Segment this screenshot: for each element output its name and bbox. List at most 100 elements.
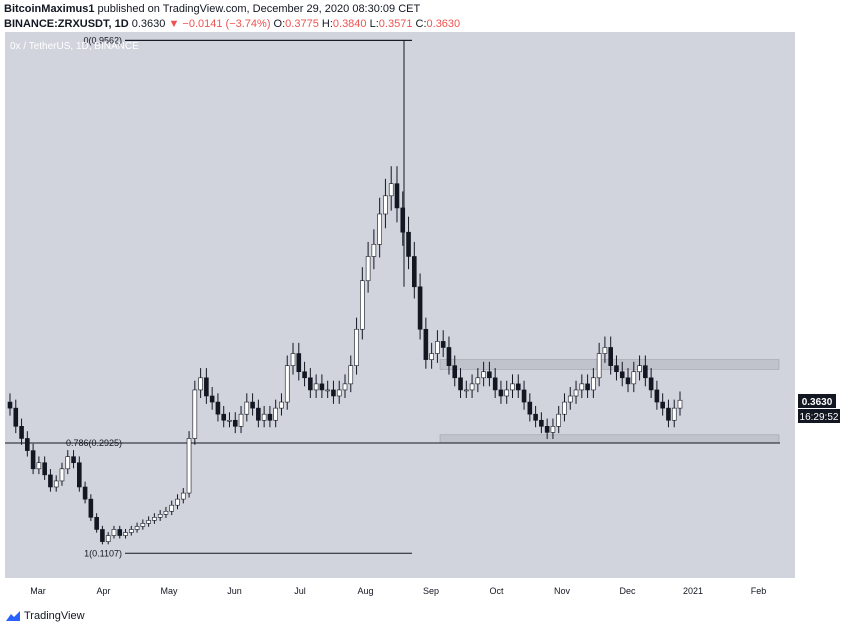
candle-body	[152, 517, 157, 521]
candle-body	[198, 377, 203, 391]
candle-body	[325, 389, 330, 392]
candle-body	[510, 383, 515, 391]
candle-body	[637, 365, 642, 373]
candle-body	[342, 383, 348, 391]
candle-body	[82, 486, 88, 500]
candle-body	[180, 492, 186, 500]
candle-body	[48, 474, 53, 488]
candle-body	[619, 371, 625, 379]
candle-body	[515, 383, 521, 391]
candle-body	[556, 413, 562, 427]
candle-body	[654, 389, 660, 403]
candle-body	[463, 389, 469, 392]
candle-body	[412, 256, 417, 288]
y-tick-label: 0.5000	[805, 312, 833, 322]
candle-body	[221, 413, 227, 421]
currency-label: USDT	[808, 38, 833, 48]
candle-body	[435, 341, 440, 354]
price-badge: 0.3630	[798, 394, 836, 408]
x-tick-label: Jul	[294, 586, 306, 596]
fib-label: 0.786(0.2925)	[66, 438, 122, 448]
candle-body	[394, 183, 400, 209]
candle-body	[417, 286, 423, 330]
candle-body	[469, 383, 475, 391]
candle-body	[169, 504, 175, 512]
y-tick-label: 0.8000	[805, 130, 833, 140]
candle-body	[65, 456, 71, 470]
y-tick-label: 0.7500	[805, 160, 833, 170]
open-label: O:	[273, 18, 286, 30]
countdown-badge: 16:29:52	[798, 409, 840, 423]
x-tick-label: Nov	[554, 586, 571, 596]
candle-body	[238, 413, 244, 427]
publish-line: BitcoinMaximus1 published on TradingView…	[4, 2, 460, 17]
low-label: L:	[369, 18, 379, 30]
y-tick-label: 0.9500	[805, 39, 833, 49]
candle-body	[186, 438, 192, 494]
candle-body	[446, 347, 452, 366]
x-tick-label: 2021	[683, 586, 703, 596]
candle-body	[452, 365, 458, 379]
x-tick-label: Feb	[751, 586, 767, 596]
candle-body	[567, 395, 573, 403]
candle-body	[175, 498, 180, 506]
candle-body	[232, 419, 238, 427]
y-tick-label: 0.1000	[805, 555, 833, 565]
y-tick-label: 0.8500	[805, 100, 833, 110]
x-tick-label: Sep	[423, 586, 439, 596]
candle-body	[250, 401, 255, 409]
candle-body	[596, 353, 602, 379]
candle-body	[163, 510, 169, 515]
candle-body	[660, 401, 665, 409]
candle-body	[348, 365, 354, 385]
time-axis[interactable]: Mar Apr May Jun Jul Aug Sep Oct Nov Dec 2021 Feb	[30, 586, 766, 596]
candle-body	[573, 389, 579, 397]
candle-body	[279, 401, 284, 409]
zone-rect	[439, 434, 780, 443]
y-tick-label: 0.9000	[805, 69, 833, 79]
candle-body	[377, 213, 382, 245]
candle-body	[544, 426, 550, 433]
plot-area[interactable]	[5, 32, 795, 578]
candle-body	[365, 256, 371, 282]
candle-body	[550, 426, 556, 433]
candle-body	[313, 383, 319, 391]
candle-body	[562, 401, 567, 415]
candle-body	[591, 377, 596, 391]
candle-body	[128, 529, 134, 533]
candle-body	[429, 353, 434, 360]
candle-body	[256, 407, 261, 421]
candle-body	[30, 450, 36, 470]
candle-body	[215, 401, 221, 415]
y-tick-label: 0.6500	[805, 221, 833, 231]
candle-body	[117, 529, 123, 536]
candle-body	[383, 195, 388, 215]
candle-body	[105, 535, 111, 542]
author-name[interactable]: BitcoinMaximus1	[4, 3, 95, 15]
candle-body	[209, 395, 215, 403]
candle-body	[157, 513, 163, 518]
candle-body	[648, 377, 654, 391]
high-label: H:	[321, 18, 333, 30]
candle-body	[19, 426, 24, 439]
close-label: C:	[415, 18, 427, 30]
fib-label: 1(0.1107)	[84, 548, 122, 558]
candle-body	[585, 383, 590, 391]
price-badge-text: 0.3630	[802, 397, 833, 408]
footer-brand[interactable]: TradingView	[24, 610, 85, 622]
candle-body	[244, 401, 250, 415]
y-tick-label: 0.7000	[805, 191, 833, 201]
candle-body	[504, 389, 510, 397]
candle-body	[498, 389, 504, 397]
candle-body	[302, 371, 307, 379]
candle-body	[371, 244, 377, 257]
symbol-line: BINANCE:ZRXUSDT, 1D 0.3630 ▼ −0.0141 (−3…	[4, 17, 460, 32]
low-value: 0.3571	[378, 18, 413, 30]
candle-body	[308, 377, 313, 391]
candle-body	[666, 407, 671, 421]
candle-body	[631, 371, 637, 385]
y-tick-label: 0.6000	[805, 251, 833, 261]
candle-body	[25, 438, 30, 451]
